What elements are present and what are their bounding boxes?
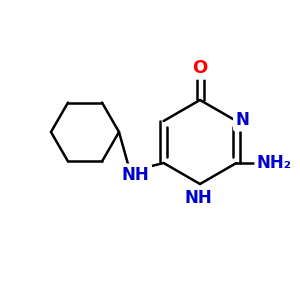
Text: O: O [192,59,208,77]
Text: NH₂: NH₂ [257,154,292,172]
Text: NH: NH [122,166,149,184]
Text: N: N [236,111,249,129]
Text: NH: NH [184,189,212,207]
